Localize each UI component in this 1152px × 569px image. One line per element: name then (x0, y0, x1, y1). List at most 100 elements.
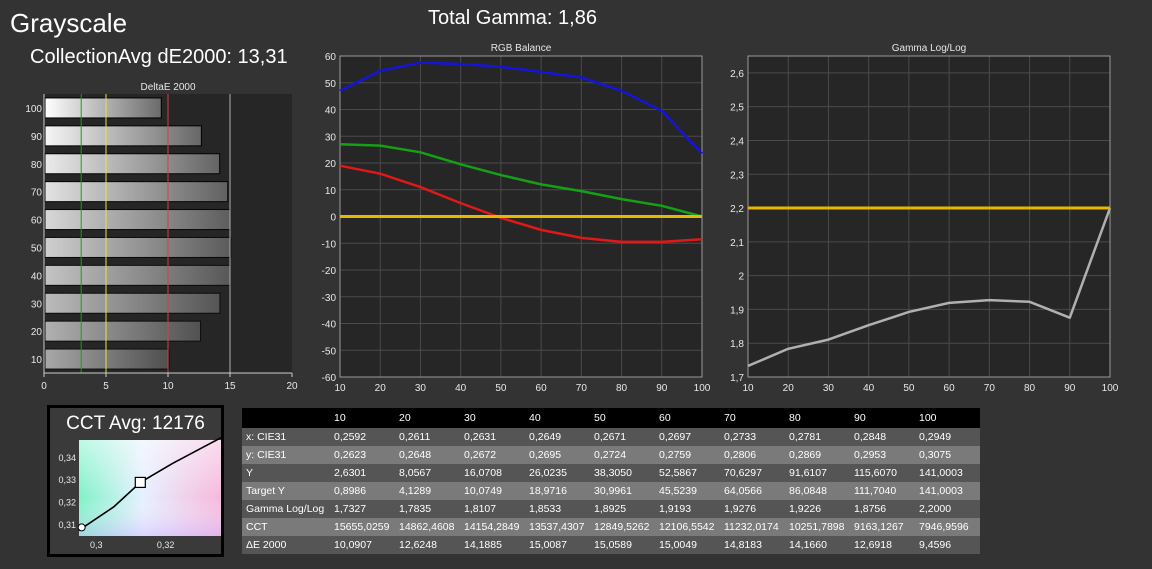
table-row-label: y: CIE31 (242, 446, 330, 464)
rgb-y-tick-label: -10 (322, 239, 337, 250)
deltae-category-label: 70 (31, 188, 43, 199)
gamma-x-tick-label: 40 (863, 383, 875, 394)
table-cell: 18,9716 (525, 482, 590, 500)
deltae-category-label: 10 (31, 355, 43, 366)
deltae-bar (44, 153, 221, 175)
measurement-table: 10 20 30 40 50 60 70 80 90 100 x: CIE31 0,2592 0,261… (242, 408, 980, 554)
rgb-x-tick-label: 70 (576, 383, 588, 394)
gamma-x-tick-label: 60 (944, 383, 956, 394)
deltae-bar (44, 348, 170, 370)
table-column-header: 10 (330, 408, 395, 428)
deltae-bar (44, 209, 231, 231)
table-cell: 9,4596 (915, 536, 980, 554)
table-cell: 15,0087 (525, 536, 590, 554)
table-cell: 111,7040 (850, 482, 915, 500)
deltae-bar (44, 181, 229, 203)
gamma-y-tick-label: 2,3 (730, 170, 744, 181)
deltae-bar (44, 97, 162, 119)
table-cell: 2,2000 (915, 500, 980, 518)
gamma-y-tick-label: 2 (738, 272, 744, 283)
deltae-x-tick-label: 15 (224, 381, 236, 392)
table-cell: 0,2592 (330, 428, 395, 446)
table-cell: 0,2672 (460, 446, 525, 464)
table-cell: 0,2781 (785, 428, 850, 446)
table-column-header: 30 (460, 408, 525, 428)
table-cell: 2,6301 (330, 464, 395, 482)
table-cell: 1,7835 (395, 500, 460, 518)
deltae-category-label: 30 (31, 299, 43, 310)
rgb-balance-title: RGB Balance (490, 43, 552, 54)
table-row-label: CCT (242, 518, 330, 536)
table-cell: 1,7327 (330, 500, 395, 518)
collection-avg-label: CollectionAvg dE2000: 13,31 (30, 46, 288, 68)
gamma-x-tick-label: 50 (903, 383, 915, 394)
table-cell: 0,3075 (915, 446, 980, 464)
gamma-chart-title: Gamma Log/Log (891, 43, 967, 54)
total-gamma-label: Total Gamma: 1,86 (428, 7, 597, 29)
gamma-y-tick-label: 2,1 (730, 238, 744, 249)
table-cell: 52,5867 (655, 464, 720, 482)
rgb-x-tick-label: 60 (536, 383, 548, 394)
table-cell: 7946,9596 (915, 518, 980, 536)
table-cell: 0,2611 (395, 428, 460, 446)
table-cell: 0,2648 (395, 446, 460, 464)
cie-y-tick-label: 0,34 (58, 453, 76, 463)
table-cell: 115,6070 (850, 464, 915, 482)
table-header-blank (242, 408, 330, 428)
table-cell: 141,0003 (915, 464, 980, 482)
table-cell: 91,6107 (785, 464, 850, 482)
table-cell: 26,0235 (525, 464, 590, 482)
table-row-label: Gamma Log/Log (242, 500, 330, 518)
table-cell: 1,8107 (460, 500, 525, 518)
table-row-label: Target Y (242, 482, 330, 500)
gamma-y-tick-label: 2,2 (730, 204, 744, 215)
rgb-x-tick-label: 100 (694, 383, 711, 394)
rgb-x-tick-label: 80 (616, 383, 628, 394)
table-cell: 70,6297 (720, 464, 785, 482)
rgb-y-tick-label: 30 (325, 132, 337, 143)
gamma-chart: 2,6 2,5 2,4 2,3 2,2 2,1 2 1,9 1,8 1,710 20 30 40 50 60… (730, 55, 1119, 394)
gamma-y-tick-label: 2,4 (730, 136, 744, 147)
gamma-series-gray (747, 207, 1112, 368)
table-cell: 86,0848 (785, 482, 850, 500)
rgb-x-tick-label: 40 (455, 383, 467, 394)
table-row: Target Y 0,8986 4,1289 10,0749 18,9716 30,996… (242, 482, 980, 500)
deltae-category-label: 40 (31, 271, 43, 282)
table-cell: 15,0049 (655, 536, 720, 554)
table-cell: 1,9276 (720, 500, 785, 518)
table-cell: 14154,2849 (460, 518, 525, 536)
deltae-x-tick-label: 0 (41, 381, 47, 392)
table-cell: 0,2806 (720, 446, 785, 464)
table-cell: 1,9193 (655, 500, 720, 518)
table-column-header: 100 (915, 408, 980, 428)
rgb-x-tick-label: 30 (415, 383, 427, 394)
table-column-header: 60 (655, 408, 720, 428)
table-cell: 12,6248 (395, 536, 460, 554)
table-cell: 10,0907 (330, 536, 395, 554)
table-cell: 9163,1267 (850, 518, 915, 536)
rgb-y-tick-label: 50 (325, 79, 337, 90)
rgb-x-tick-label: 20 (375, 383, 387, 394)
deltae-x-tick-label: 5 (103, 381, 109, 392)
table-cell: 0,2759 (655, 446, 720, 464)
rgb-y-tick-label: 10 (325, 186, 337, 197)
table-row: ΔE 2000 10,0907 12,6248 14,1885 15,0087 15,05… (242, 536, 980, 554)
rgb-series-green (339, 143, 703, 218)
table-cell: 8,0567 (395, 464, 460, 482)
cie-x-tick-label: 0,32 (157, 540, 175, 550)
table-cell: 30,9961 (590, 482, 655, 500)
rgb-series-red (339, 164, 703, 244)
deltae-bar (44, 264, 231, 286)
deltae-category-label: 50 (31, 243, 43, 254)
table-cell: 0,2623 (330, 446, 395, 464)
table-cell: 0,2671 (590, 428, 655, 446)
gamma-x-tick-label: 70 (984, 383, 996, 394)
rgb-y-tick-label: 40 (325, 106, 337, 117)
deltae-category-label: 20 (31, 327, 43, 338)
cie-y-tick-label: 0,32 (58, 498, 76, 508)
gamma-y-tick-label: 2,5 (730, 103, 744, 114)
cie-measured-point (77, 523, 86, 532)
table-row: y: CIE31 0,2623 0,2648 0,2672 0,2695 0,2724 0,… (242, 446, 980, 464)
